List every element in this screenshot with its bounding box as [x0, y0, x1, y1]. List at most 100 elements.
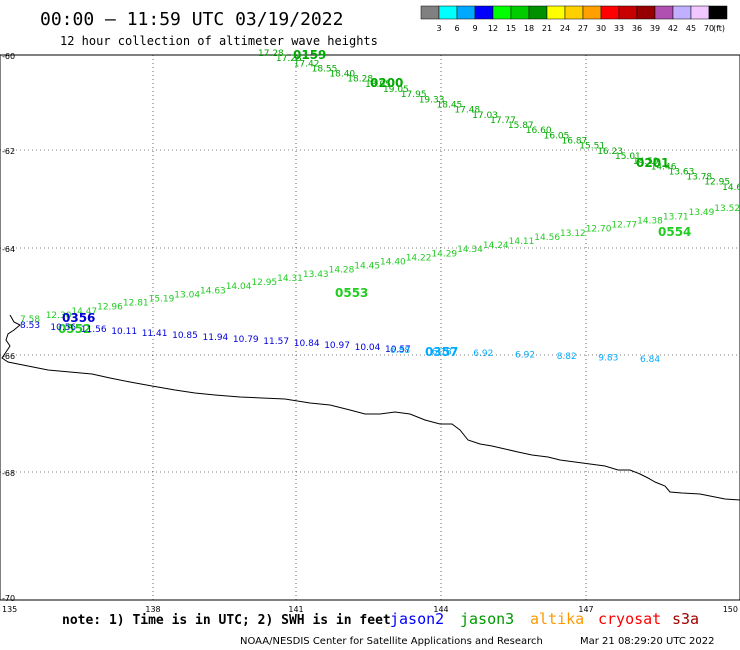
swh-value: 10.85	[172, 331, 198, 341]
swh-value: 10.97	[324, 341, 350, 351]
swh-value: 14.34	[457, 245, 483, 255]
colorbar-swatch	[474, 5, 494, 20]
swh-value: 13.43	[303, 270, 329, 280]
swh-value: 10.57	[385, 345, 411, 355]
swh-value: 12.81	[123, 299, 149, 309]
colorbar-swatch	[618, 5, 638, 20]
mission-legend: jason2 jason3 altika cryosat s3a	[390, 610, 699, 628]
swh-value: 8.82	[557, 352, 577, 362]
swh-value: 14.46	[651, 162, 677, 172]
swh-value: 14.45	[354, 262, 380, 272]
swh-value: 16.23	[597, 147, 623, 157]
swh-value: 19.05	[383, 85, 409, 95]
colorbar-swatch	[636, 5, 656, 20]
swh-value: 13.71	[663, 212, 689, 222]
colorbar-swatch	[690, 5, 710, 20]
colorbar-label: 30	[596, 24, 606, 33]
swh-value: 18.40	[329, 70, 355, 80]
swh-value: 17.42	[294, 59, 320, 69]
longitude-labels: 135 138 141 144 147 150	[2, 605, 738, 614]
swh-value: 17.48	[454, 106, 480, 116]
footer-note: note: 1) Time is in UTC; 2) SWH is in fe…	[62, 613, 391, 628]
swh-value: 8.53	[20, 321, 40, 331]
swh-value: 14.24	[483, 241, 509, 251]
swh-value: 12.77	[611, 221, 637, 231]
swh-value: 16.05	[544, 131, 570, 141]
longitude-tick-label: 147	[578, 605, 593, 614]
mission-name: cryosat	[598, 610, 661, 628]
swh-value: 17.77	[490, 116, 516, 126]
swh-value: 11.57	[263, 337, 289, 347]
swh-value: 17.28	[258, 49, 284, 59]
swh-value: 17.03	[472, 111, 498, 121]
swh-value: 18.95	[365, 80, 391, 90]
longitude-tick-label: 135	[2, 605, 17, 614]
swh-value: 12.70	[586, 225, 612, 235]
pass-time-label: 0201	[636, 156, 669, 170]
colorbar-label: 70	[704, 24, 714, 33]
colorbar-swatch	[510, 5, 530, 20]
colorbar-label: 21	[542, 24, 552, 33]
swh-value: 14.29	[431, 249, 457, 259]
colorbar-label: 42	[668, 24, 678, 33]
latitude-labels: -60 -62 -64 -66 -68 -70	[2, 52, 15, 603]
latitude-tick-label: -62	[2, 147, 15, 156]
swh-value: 12.96	[97, 303, 123, 313]
colorbar-unit: (ft)	[713, 24, 725, 33]
map-title: 00:00 – 11:59 UTC 03/19/2022	[40, 9, 343, 30]
swh-value: 14.63	[200, 286, 226, 296]
latitude-tick-label: -68	[2, 469, 15, 478]
swh-value: 18.45	[437, 101, 463, 111]
swh-value: 14.59	[633, 157, 659, 167]
swh-value: 7.58	[20, 315, 40, 325]
swh-value: 9.83	[598, 354, 618, 364]
swh-value: 17.95	[401, 90, 427, 100]
colorbar-label: 12	[488, 24, 498, 33]
colorbar-swatch	[672, 5, 692, 20]
swh-value: 14.47	[71, 307, 97, 317]
colorbar-swatch	[420, 5, 440, 20]
swh-value: 16.87	[562, 137, 588, 147]
colorbar-label: 39	[650, 24, 660, 33]
footer-timestamp: Mar 21 08:29:20 UTC 2022	[580, 636, 715, 647]
pass-time-label: 0554	[658, 225, 691, 239]
swh-value: 13.04	[174, 290, 200, 300]
colorbar-swatch	[600, 5, 620, 20]
map-subtitle: 12 hour collection of altimeter wave hei…	[60, 34, 378, 48]
swh-value: 10.04	[355, 343, 381, 353]
swh-value: 14.38	[637, 216, 663, 226]
swh-value: 10.79	[233, 335, 259, 345]
colorbar-swatch	[582, 5, 602, 20]
swh-value: 18.55	[312, 64, 338, 74]
colorbar-label: 33	[614, 24, 624, 33]
swh-value: 15.51	[579, 142, 605, 152]
colorbar-swatch	[528, 5, 548, 20]
swh-value: 14.22	[406, 253, 432, 263]
colorbar-swatch	[654, 5, 674, 20]
colorbar-label: 27	[578, 24, 588, 33]
longitude-tick-label: 144	[433, 605, 448, 614]
colorbar-label: 36	[632, 24, 642, 33]
swh-value: 13.78	[686, 173, 712, 183]
swh-value: 6.92	[473, 349, 493, 359]
colorbar-swatch	[492, 5, 512, 20]
swh-value: 10.56	[50, 323, 76, 333]
footer-credit: NOAA/NESDIS Center for Satellite Applica…	[240, 636, 543, 647]
colorbar-swatch	[546, 5, 566, 20]
swh-value: 14.60	[722, 183, 740, 193]
swh-value: 13.52	[714, 204, 740, 214]
colorbar-label: 45	[686, 24, 696, 33]
pass-time-label: 0552	[58, 322, 91, 336]
mission-name: s3a	[672, 610, 699, 628]
swh-value: 10.84	[294, 339, 320, 349]
swh-value: 14.11	[509, 237, 535, 247]
pass-time-label: 0200	[370, 76, 403, 90]
pass-time-label: 0159	[293, 48, 326, 62]
longitude-tick-label: 141	[288, 605, 303, 614]
pass-time-label: 0356	[62, 311, 95, 325]
graticule	[0, 55, 740, 600]
pass-time-label: 0553	[335, 286, 368, 300]
latitude-tick-label: -64	[2, 245, 15, 254]
swh-value: 12.30	[46, 311, 72, 321]
